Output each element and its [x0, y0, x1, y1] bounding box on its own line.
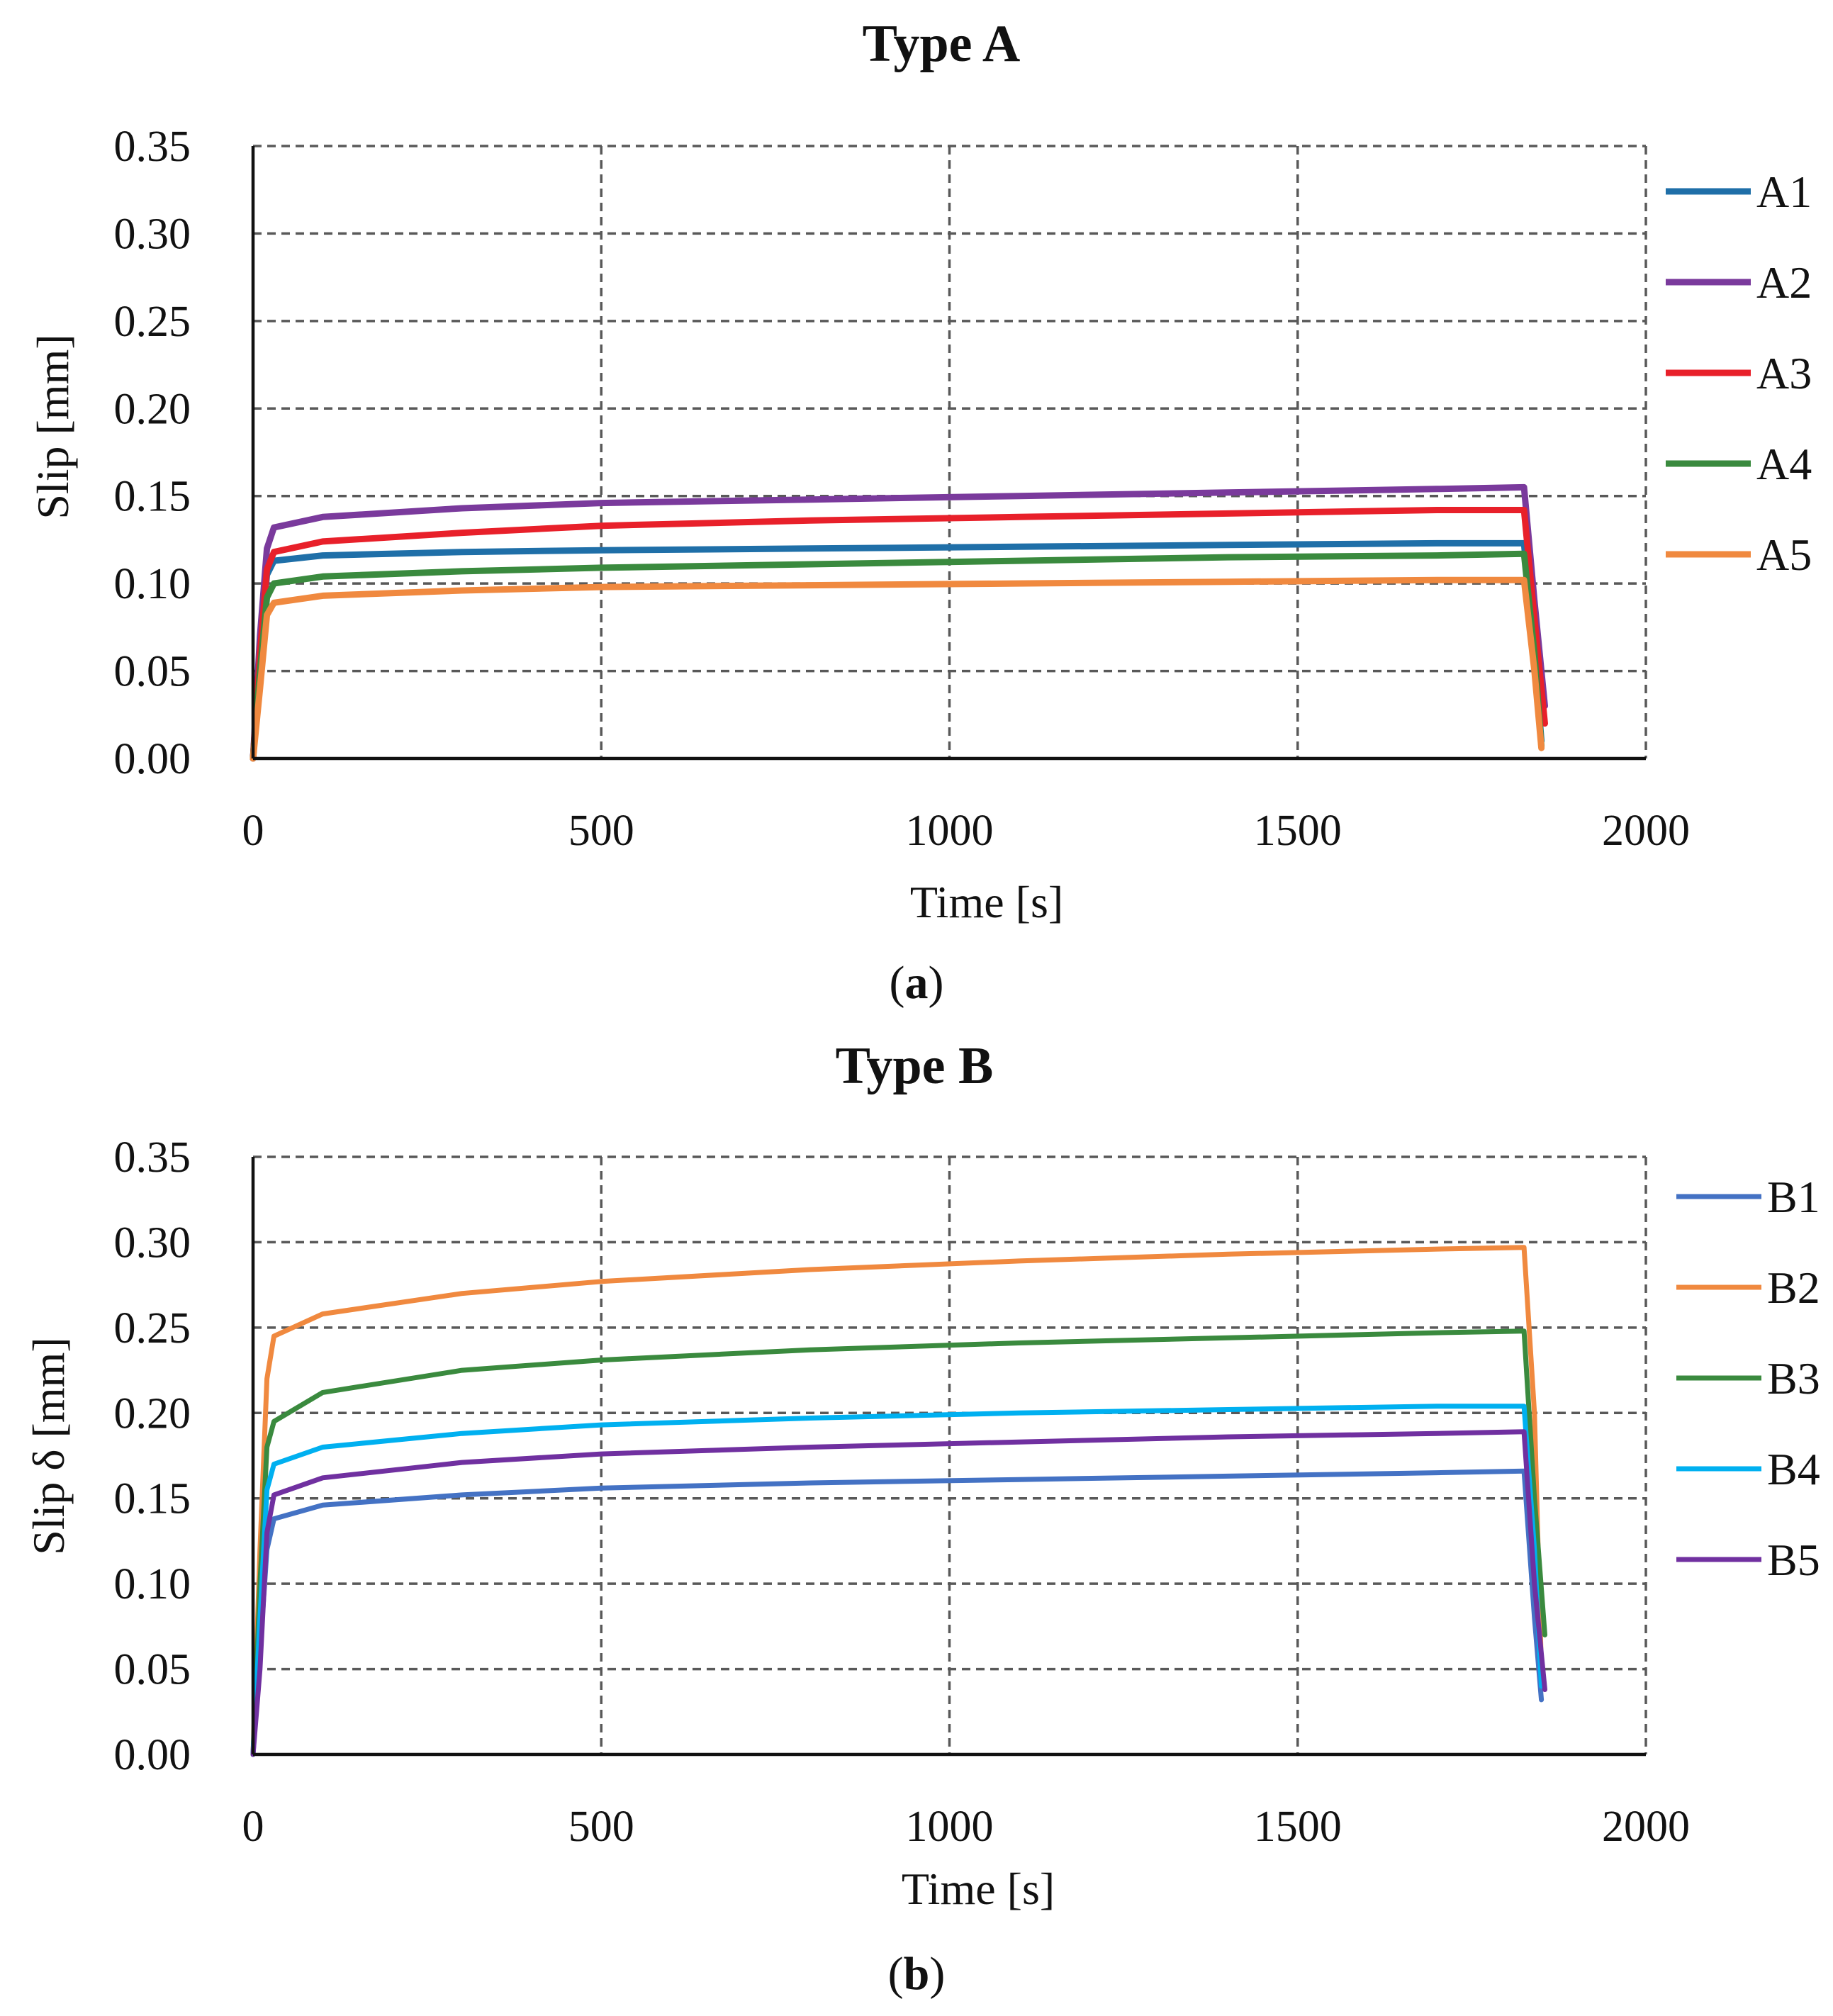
caption-close-paren: ): [929, 957, 944, 1009]
legend-label-a4: A4: [1756, 439, 1812, 489]
x-tick-label: 2000: [1602, 807, 1690, 855]
caption-open-paren: (: [890, 957, 905, 1009]
axes: [251, 1157, 1646, 1757]
y-tick-label: 0.15: [114, 1475, 191, 1523]
y-tick-label: 0.00: [114, 1731, 191, 1779]
series-line-b3: [250, 1328, 1547, 1757]
x-axis-label: Time [s]: [910, 877, 1063, 927]
x-tick-label: 0: [242, 807, 264, 855]
chart-title: Type B: [836, 1037, 994, 1095]
legend-label-a2: A2: [1756, 257, 1812, 308]
series-line-a5: [250, 576, 1545, 762]
x-tick-label: 1000: [906, 807, 994, 855]
series-line-b5: [250, 1429, 1547, 1757]
y-tick-label: 0.35: [114, 1133, 191, 1182]
y-tick-label: 0.20: [114, 1389, 191, 1438]
legend-label-b4: B4: [1767, 1444, 1820, 1494]
panel-caption: (a): [890, 957, 944, 1009]
y-axis-label: Slip δ [mm]: [23, 1337, 74, 1555]
y-tick-label: 0.30: [114, 210, 191, 258]
series-line-b1: [250, 1468, 1545, 1757]
y-tick-label: 0.20: [114, 385, 191, 433]
caption-letter: b: [904, 1948, 930, 2000]
legend-label-b1: B1: [1767, 1172, 1820, 1222]
legend: A1 A2 A3 A4 A5: [1666, 167, 1812, 580]
x-tick-label: 1000: [906, 1803, 994, 1851]
y-tick-label: 0.10: [114, 1560, 191, 1608]
y-tick-label: 0.05: [114, 648, 191, 696]
x-tick-label: 1500: [1254, 807, 1342, 855]
y-tick-label: 0.30: [114, 1219, 191, 1267]
x-tick-label: 1500: [1254, 1803, 1342, 1851]
y-tick-label: 0.25: [114, 298, 191, 346]
series-line-a2: [250, 483, 1548, 762]
y-tick-label: 0.15: [114, 473, 191, 521]
legend-label-b2: B2: [1767, 1262, 1820, 1313]
panel-caption: (b): [888, 1948, 946, 2000]
caption-close-paren: ): [929, 1948, 945, 2000]
y-axis-label: Slip [mm]: [28, 334, 78, 519]
series-line-a1: [250, 539, 1545, 762]
legend-label-a1: A1: [1756, 167, 1812, 217]
axes: [251, 146, 1646, 761]
series-line-b4: [250, 1404, 1545, 1757]
chart-panel-type-b: Type B 0.000.050.100.150.200.250.300.35 …: [23, 1037, 1820, 2000]
legend-label-a3: A3: [1756, 348, 1812, 398]
x-axis-label: Time [s]: [902, 1864, 1055, 1914]
series-lines: [250, 483, 1548, 762]
y-tick-labels: 0.00 0.05 0.10 0.15 0.20 0.25 0.30 0.35: [114, 123, 191, 783]
caption-open-paren: (: [888, 1948, 904, 2000]
x-tick-labels: 0 500 1000 1500 2000: [242, 807, 1691, 855]
y-tick-label: 0.10: [114, 560, 191, 608]
caption-letter: a: [905, 957, 929, 1009]
y-tick-label: 0.05: [114, 1646, 191, 1694]
x-tick-labels: 0 500 1000 1500 2000: [242, 1803, 1691, 1851]
legend-label-b3: B3: [1767, 1353, 1820, 1404]
series-line-a4: [250, 550, 1545, 762]
x-tick-label: 0: [242, 1803, 264, 1851]
chart-panel-type-a: Type A 0.000.050.100.150.200.250.300.35 …: [28, 15, 1812, 1009]
legend: B1 B2 B3 B4 B5: [1676, 1172, 1820, 1585]
legend-label-a5: A5: [1756, 530, 1812, 580]
y-tick-label: 0.35: [114, 123, 191, 171]
legend-label-b5: B5: [1767, 1535, 1820, 1585]
series-line-b2: [250, 1245, 1545, 1757]
x-tick-label: 500: [568, 807, 634, 855]
y-tick-label: 0.00: [114, 735, 191, 783]
grid-lines: [253, 145, 1647, 758]
y-tick-labels: 0.00 0.05 0.10 0.15 0.20 0.25 0.30 0.35: [114, 1133, 191, 1779]
series-lines: [250, 1245, 1547, 1757]
y-tick-label: 0.25: [114, 1304, 191, 1353]
x-tick-label: 2000: [1602, 1803, 1690, 1851]
grid-lines: [253, 1155, 1647, 1754]
chart-title: Type A: [863, 15, 1021, 73]
x-tick-label: 500: [568, 1803, 634, 1851]
series-line-a3: [250, 507, 1548, 762]
